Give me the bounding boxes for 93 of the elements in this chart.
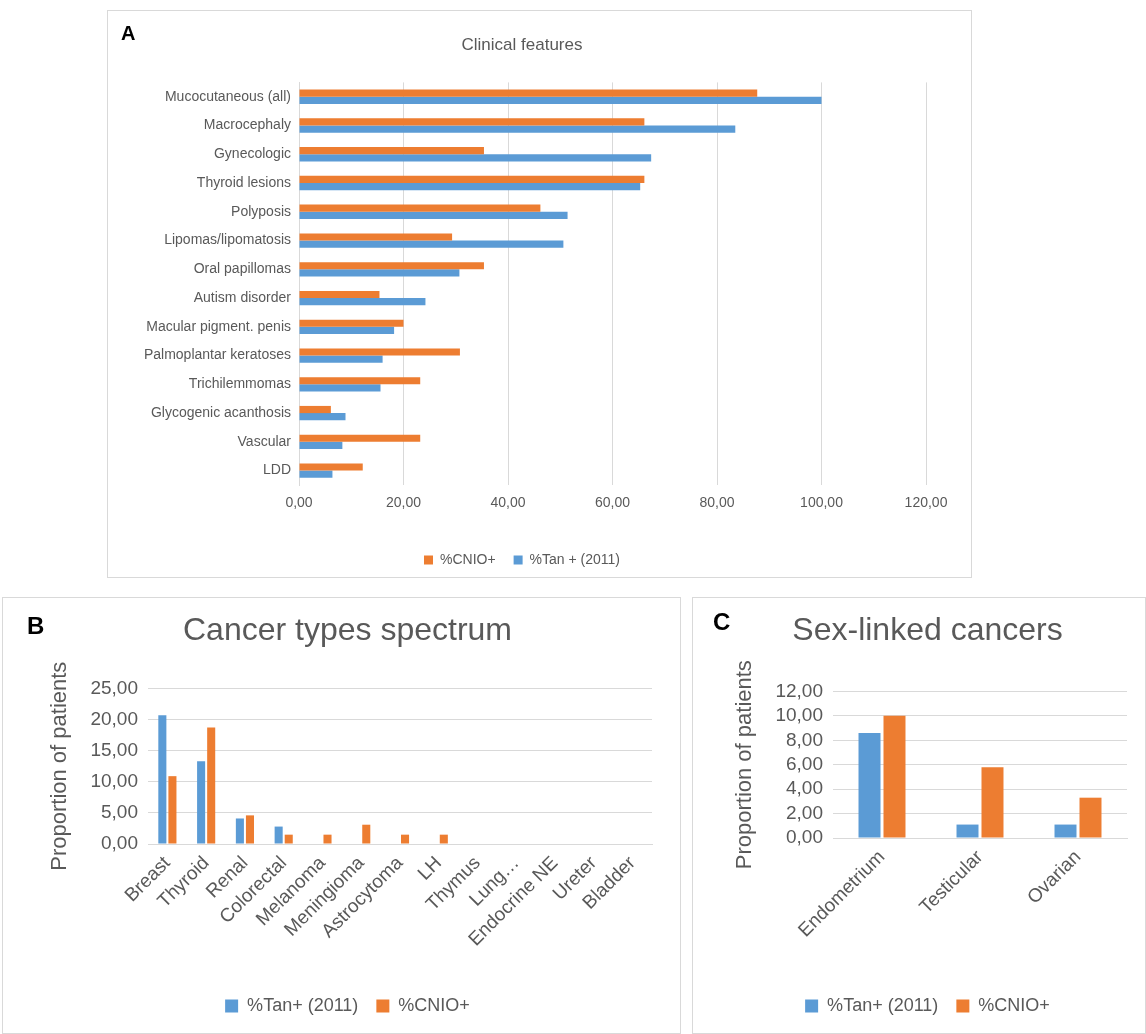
x-tick-label: 60,00 (594, 494, 631, 511)
bar (158, 715, 167, 844)
bar (299, 175, 645, 184)
bar (299, 348, 460, 356)
bar (858, 732, 881, 838)
legend-label: %Tan+ (2011) (247, 994, 359, 1015)
bar (299, 118, 645, 126)
y-axis-title: Proportion of patients (46, 661, 72, 871)
y-tick-label: Trichilemmomas (188, 375, 291, 392)
y-tick-label: Polyposis (231, 202, 291, 219)
bar (299, 269, 460, 277)
bar (299, 463, 363, 471)
bar (235, 818, 244, 844)
bar (299, 405, 331, 414)
legend-label: %CNIO+ (398, 994, 470, 1015)
y-tick-label: Thyroid lesions (196, 173, 291, 190)
y-tick-label: 0,00 (786, 826, 823, 848)
x-tick-label: 100,00 (800, 494, 844, 511)
bar (274, 826, 283, 844)
bar (299, 89, 758, 97)
bar (284, 834, 293, 844)
bar (299, 441, 343, 450)
text: B (27, 612, 45, 639)
bar (299, 240, 564, 248)
x-tick-label: 80,00 (699, 494, 735, 511)
legend-label: %CNIO+ (978, 994, 1050, 1015)
y-tick-label: 4,00 (786, 777, 823, 799)
x-tick-label: 120,00 (904, 494, 948, 511)
y-tick-label: Macrocephaly (203, 116, 291, 133)
bar (299, 326, 395, 335)
bar (299, 377, 421, 385)
bar (168, 776, 177, 844)
bar (299, 204, 541, 212)
bar (323, 834, 332, 844)
y-tick-label: 25,00 (90, 676, 138, 698)
chart-title: Cancer types spectrum (182, 611, 513, 648)
bar (245, 815, 254, 844)
bar (299, 147, 484, 155)
bar (1054, 824, 1077, 838)
y-tick-label: Oral papillomas (193, 260, 291, 277)
y-tick-label: Lipomas/lipomatosis (164, 231, 291, 248)
bar (981, 767, 1004, 838)
bar (299, 384, 381, 392)
bar (299, 262, 484, 270)
bar (1079, 797, 1102, 838)
bar (207, 727, 216, 844)
text: A (121, 22, 136, 44)
y-axis-title: Proportion of patients (731, 660, 757, 870)
bar (299, 290, 380, 299)
text: C (713, 608, 731, 635)
legend-label: %Tan + (2011) (529, 550, 621, 567)
bar (299, 211, 568, 219)
bar (299, 413, 346, 421)
y-tick-label: Palmoplantar keratoses (143, 346, 291, 363)
bar (299, 233, 453, 241)
bar (299, 355, 383, 363)
y-tick-label: 5,00 (101, 801, 138, 823)
bar (197, 761, 206, 844)
bar (362, 824, 371, 844)
y-tick-label: 10,00 (775, 704, 823, 726)
y-tick-label: 20,00 (90, 707, 138, 729)
y-tick-label: Macular pigment. penis (146, 317, 291, 334)
bar (299, 298, 426, 306)
y-tick-label: Vascular (237, 432, 292, 449)
y-tick-label: Autism disorder (193, 288, 292, 305)
y-tick-label: 8,00 (786, 728, 823, 750)
x-tick-label: 20,00 (385, 494, 422, 511)
x-tick-label: 0,00 (285, 494, 313, 511)
y-tick-label: Glycogenic acanthosis (150, 403, 291, 420)
bar (299, 183, 641, 191)
bar (401, 834, 410, 844)
bar (299, 434, 421, 442)
bar (299, 154, 652, 162)
y-tick-label: 15,00 (90, 738, 138, 760)
legend-label: %Tan+ (2011) (827, 994, 939, 1015)
bar (299, 96, 822, 104)
y-tick-label: 6,00 (786, 752, 823, 774)
bar (439, 834, 448, 844)
y-tick-label: Gynecologic (213, 145, 291, 162)
bar (299, 319, 404, 327)
chart-title: Clinical features (461, 34, 583, 54)
x-tick-label: 40,00 (490, 494, 526, 511)
y-tick-label: 12,00 (775, 679, 823, 701)
legend-label: %CNIO+ (439, 550, 496, 567)
y-tick-label: LDD (262, 461, 291, 478)
bar (299, 470, 333, 478)
bar (883, 715, 906, 838)
bar (956, 824, 979, 838)
bar (299, 125, 736, 133)
y-tick-label: 2,00 (786, 801, 823, 823)
chart-title: Sex-linked cancers (792, 611, 1063, 648)
y-tick-label: Mucocutaneous (all) (164, 87, 291, 104)
y-tick-label: 10,00 (90, 769, 138, 791)
